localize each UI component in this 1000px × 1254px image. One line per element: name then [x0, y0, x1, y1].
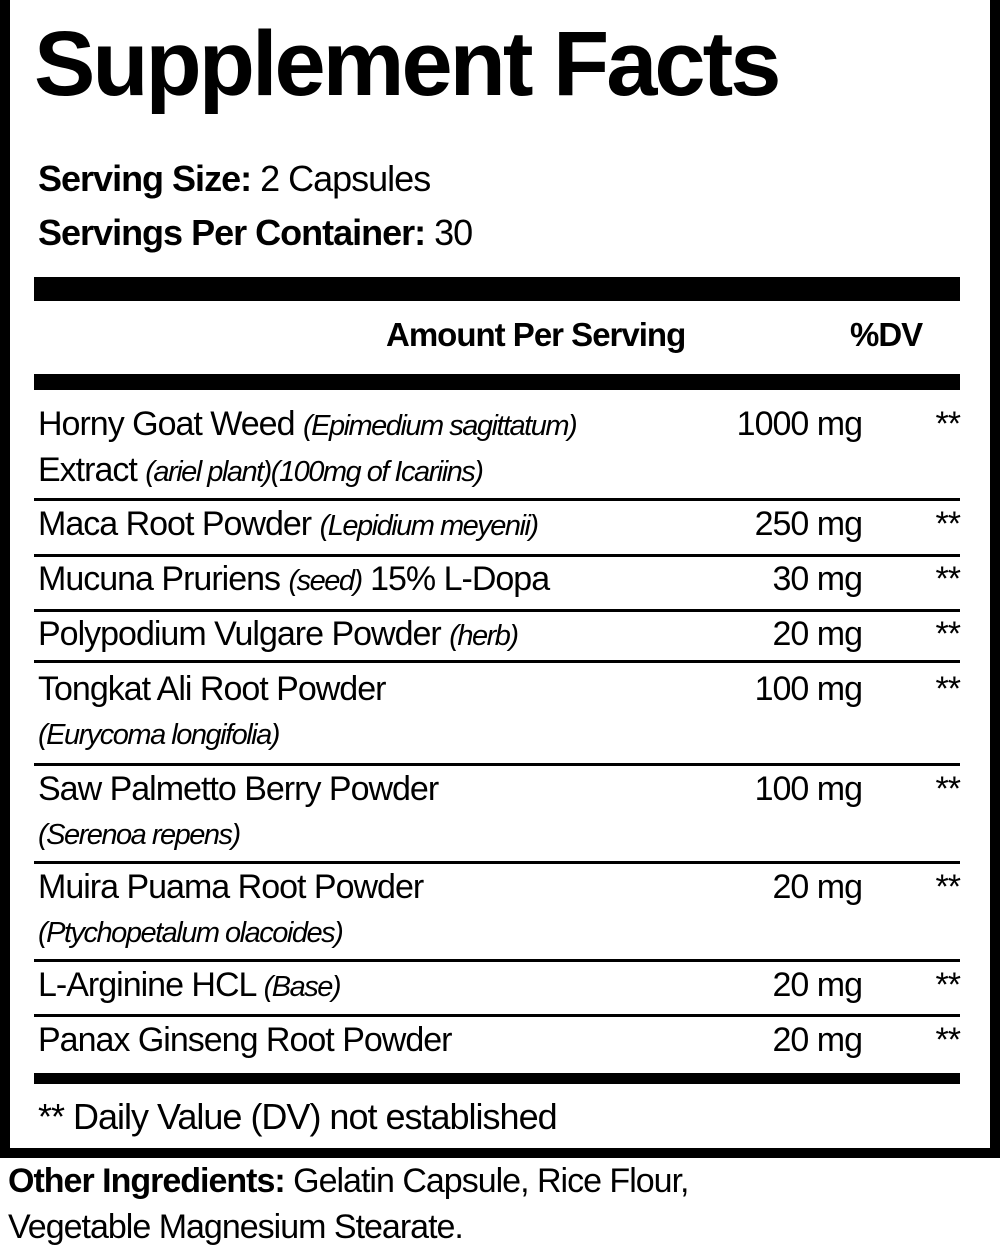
amount-per-serving-header: Amount Per Serving [386, 316, 686, 353]
thick-divider [34, 374, 960, 390]
ingredient-row: Horny Goat Weed (Epimedium sagittatum) Ex… [38, 402, 961, 494]
ingredient-name-line: Saw Palmetto Berry Powder [38, 767, 960, 811]
serving-size: Serving Size: 2 Capsules [38, 158, 431, 200]
ingredient-row: Muira Puama Root Powder (Ptychopetalum ol… [38, 865, 961, 955]
ingredient-latin: (seed) [288, 565, 363, 597]
thick-divider [34, 277, 960, 301]
ingredient-name: Saw Palmetto Berry Powder [38, 770, 439, 808]
ingredient-amount: 30 mg [772, 560, 863, 598]
ingredient-name-line: Tongkat Ali Root Powder [38, 667, 960, 711]
ingredient-dv: ** [935, 1021, 961, 1059]
ingredient-amount: 100 mg [754, 670, 863, 708]
row-divider [34, 554, 960, 557]
ingredient-amount: 20 mg [772, 615, 863, 653]
ingredient-latin: (Epimedium sagittatum) [302, 410, 578, 442]
thick-divider [34, 1073, 960, 1084]
ingredient-amount: 20 mg [772, 966, 863, 1004]
ingredient-dv: ** [935, 670, 961, 708]
ingredient-name: Tongkat Ali Root Powder [38, 670, 386, 708]
ingredient-amount: 20 mg [772, 1021, 863, 1059]
ingredient-suffix: 15% L-Dopa [361, 560, 550, 598]
ingredient-latin: (Lepidium meyenii) [319, 510, 540, 542]
ingredient-name-line: Mucuna Pruriens (seed) 15% L-Dopa [38, 557, 960, 603]
footnote: ** Daily Value (DV) not established [38, 1096, 558, 1137]
ingredient-name: L-Arginine HCL [38, 966, 264, 1004]
ingredient-name: Panax Ginseng Root Powder [38, 1021, 452, 1059]
ingredient-name-line: Horny Goat Weed (Epimedium sagittatum) [38, 402, 960, 448]
ingredient-name: Maca Root Powder [38, 505, 320, 543]
ingredient-dv: ** [935, 615, 961, 653]
other-ingredients: Other Ingredients: Gelatin Capsule, Rice… [8, 1162, 689, 1201]
ingredient-second-line: (Serenoa repens) [38, 811, 960, 857]
ingredient-row: Panax Ginseng Root Powder 20 mg ** [38, 1018, 961, 1062]
ingredient-amount: 1000 mg [736, 405, 863, 443]
ingredient-dv: ** [935, 560, 961, 598]
ingredient-dv: ** [935, 770, 961, 808]
ingredient-second-line: (Eurycoma longifolia) [38, 711, 960, 757]
other-ingredients-label: Other Ingredients: [8, 1162, 286, 1200]
ingredient-name: Horny Goat Weed [38, 405, 303, 443]
row-divider [34, 1014, 960, 1017]
row-divider [34, 763, 960, 766]
dv-header: %DV [850, 316, 923, 353]
other-ingredients-line1: Gelatin Capsule, Rice Flour, [284, 1162, 689, 1200]
ingredient-row: Mucuna Pruriens (seed) 15% L-Dopa 30 mg ** [38, 557, 961, 603]
ingredient-name: Muira Puama Root Powder [38, 868, 424, 906]
ingredient-row: Tongkat Ali Root Powder (Eurycoma longifo… [38, 667, 961, 757]
ingredient-detail: (Eurycoma longifolia) [38, 719, 280, 751]
ingredient-row: Maca Root Powder (Lepidium meyenii) 250 m… [38, 502, 961, 548]
ingredient-row: Polypodium Vulgare Powder (herb) 20 mg ** [38, 612, 961, 658]
row-divider [34, 498, 960, 501]
serving-size-value: 2 Capsules [260, 158, 431, 199]
row-divider [34, 959, 960, 962]
ingredient-amount: 100 mg [754, 770, 863, 808]
ingredient-name: Polypodium Vulgare Powder [38, 615, 450, 653]
servings-per-container: Servings Per Container: 30 [38, 212, 473, 254]
row-divider [34, 660, 960, 663]
ingredient-amount: 20 mg [772, 868, 863, 906]
ingredient-second-line: (Ptychopetalum olacoides) [38, 909, 960, 955]
ingredient-dv: ** [935, 505, 961, 543]
ingredient-dv: ** [935, 405, 961, 443]
ingredient-row: L-Arginine HCL (Base) 20 mg ** [38, 963, 961, 1009]
other-ingredients-line2: Vegetable Magnesium Stearate. [8, 1208, 464, 1246]
supplement-facts-panel [0, 0, 1000, 1158]
panel-title: Supplement Facts [34, 13, 781, 115]
ingredient-row: Saw Palmetto Berry Powder (Serenoa repens… [38, 767, 961, 857]
ingredient-second-line: Extract (ariel plant)(100mg of Icariins) [38, 448, 960, 494]
ingredient-latin: (herb) [449, 620, 519, 652]
ingredient-name: Mucuna Pruriens [38, 560, 289, 598]
ingredient-name-line: Maca Root Powder (Lepidium meyenii) [38, 502, 960, 548]
servings-per-container-value: 30 [434, 212, 473, 253]
ingredient-dv: ** [935, 868, 961, 906]
servings-per-container-label: Servings Per Container: [38, 212, 426, 253]
ingredient-name-line: Panax Ginseng Root Powder [38, 1018, 960, 1062]
ingredient-dv: ** [935, 966, 961, 1004]
ingredient-name-line: Polypodium Vulgare Powder (herb) [38, 612, 960, 658]
ingredient-latin: (Base) [263, 971, 342, 1003]
ingredient-name-line: Muira Puama Root Powder [38, 865, 960, 909]
row-divider [34, 609, 960, 612]
ingredient-detail: (ariel plant)(100mg of Icariins) [145, 456, 484, 488]
ingredient-amount: 250 mg [754, 505, 863, 543]
ingredient-detail: (Ptychopetalum olacoides) [38, 917, 344, 949]
ingredient-detail: (Serenoa repens) [38, 819, 241, 851]
ingredient-name-line: L-Arginine HCL (Base) [38, 963, 960, 1009]
ingredient-name-cont: Extract [38, 451, 146, 489]
serving-size-label: Serving Size: [38, 158, 252, 199]
row-divider [34, 861, 960, 864]
